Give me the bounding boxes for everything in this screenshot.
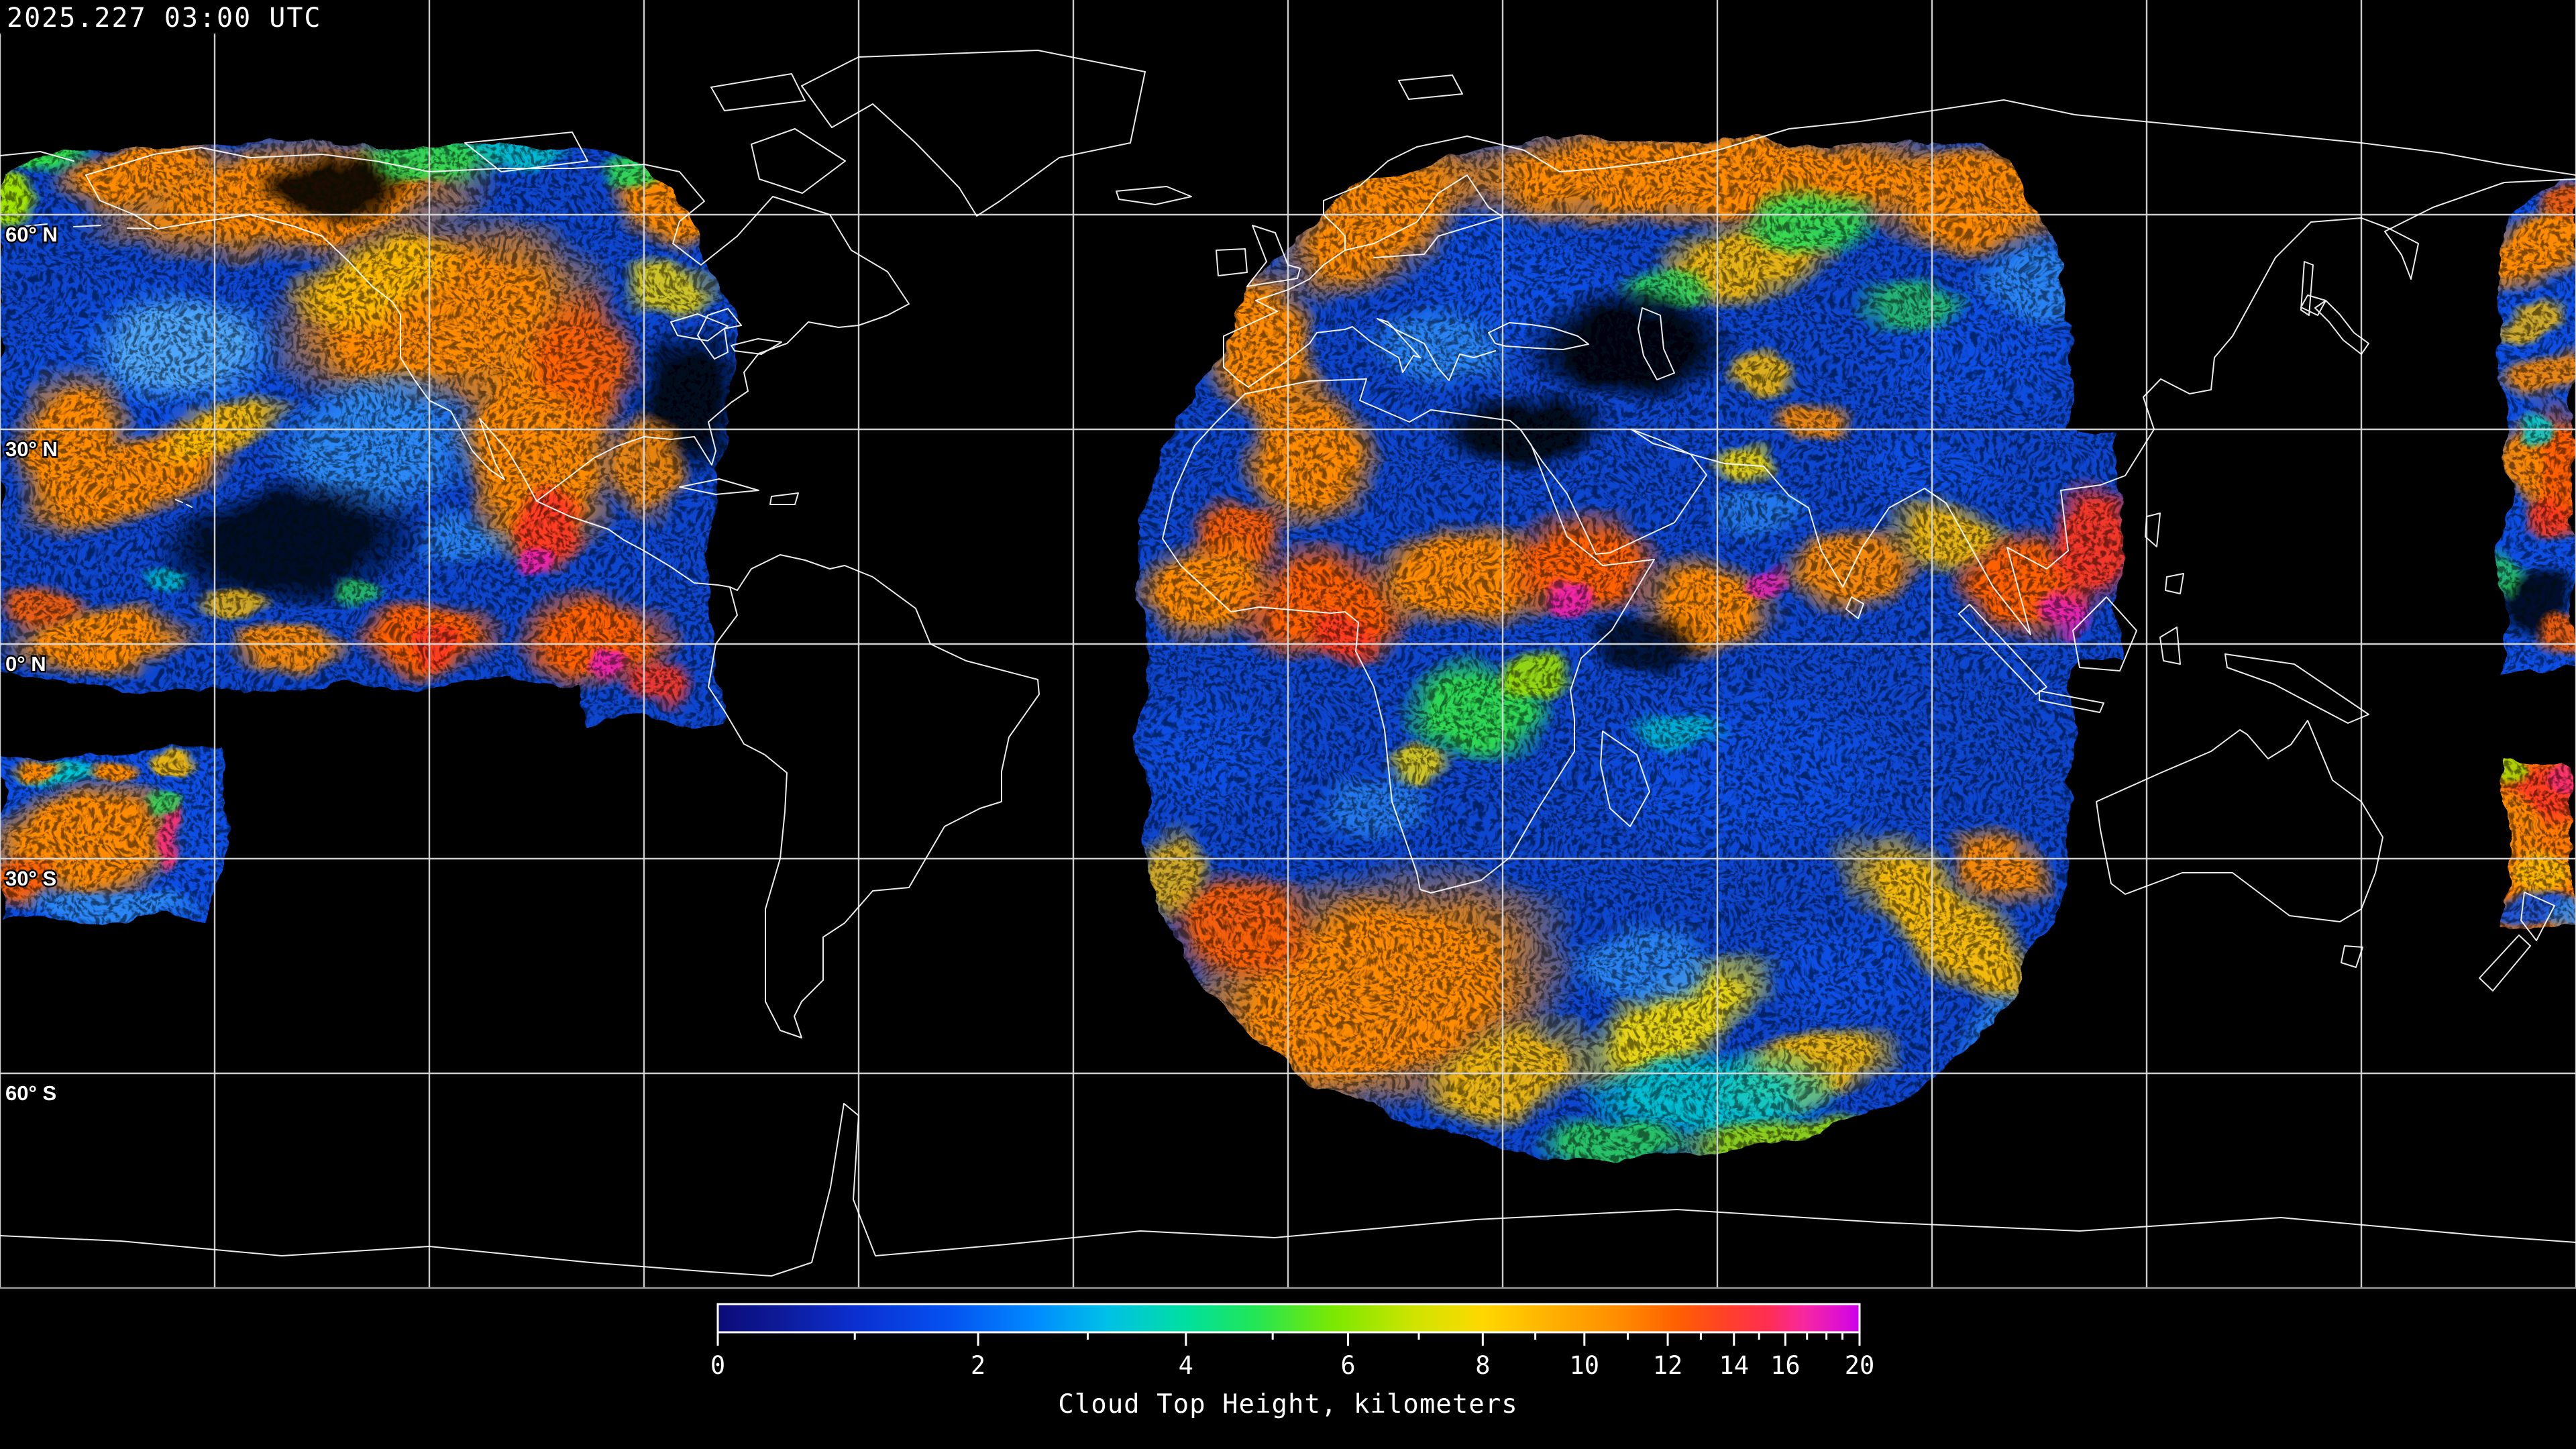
coastline (2145, 513, 2161, 547)
coastline (2341, 945, 2363, 968)
coastline (2165, 573, 2184, 594)
coastline (2300, 294, 2326, 316)
coastline (85, 174, 1040, 1038)
latitude-label: 30° S (5, 867, 56, 890)
colorbar-tick-label: 8 (1475, 1351, 1490, 1380)
coastline (1845, 596, 1864, 619)
coastline (670, 313, 729, 341)
latitude-label: 0° N (5, 652, 46, 676)
colorbar-tick-label: 4 (1179, 1351, 1193, 1380)
colorbar-tick-label: 6 (1340, 1351, 1355, 1380)
coastline (1216, 248, 1248, 276)
coastline (73, 225, 101, 227)
coastline (186, 504, 193, 508)
colorbar-tick-label: 16 (1770, 1351, 1801, 1380)
coastline (2300, 261, 2314, 316)
clear-sky-speckle (0, 749, 228, 921)
coastline (801, 50, 1146, 217)
clear-sky-speckle (1142, 142, 2121, 1157)
coastline (731, 338, 782, 355)
coastline (1398, 74, 1463, 100)
colorbar-tick-label: 20 (1845, 1351, 1875, 1380)
colorbar-ticks (716, 1332, 1861, 1346)
cloud-swath-west-pacific-strip (2504, 174, 2576, 671)
colorbar: 0 2 4 6 8 10 12 14 16 20 Cloud Top Height, kilome… (710, 1303, 1874, 1419)
clear-sky-speckle (2504, 763, 2576, 931)
latitude-label: 60° S (5, 1081, 56, 1105)
colorbar-tick-labels: 0 2 4 6 8 10 12 14 16 20 (710, 1351, 1874, 1380)
clear-sky-speckle (0, 145, 735, 723)
coastline (1344, 174, 1503, 258)
colorbar-tick-label: 12 (1653, 1351, 1683, 1380)
coastline (127, 227, 152, 229)
coastlines-layer (0, 50, 2576, 1277)
coastline (1600, 731, 1650, 827)
coastline (697, 308, 742, 360)
coastline (1638, 307, 1675, 380)
coastline (710, 73, 806, 111)
timestamp-label: 2025.227 03:00 UTC (7, 3, 321, 34)
colorbar-tick-label: 10 (1570, 1351, 1600, 1380)
coastline (2520, 892, 2555, 941)
coastline (1958, 604, 2047, 695)
coastline (679, 478, 759, 495)
graticule-layer (0, 0, 2576, 1289)
coastline (2224, 653, 2369, 724)
coastline (1223, 311, 1496, 388)
coastline (0, 151, 74, 162)
colorbar-tick-label: 2 (971, 1351, 985, 1380)
coastline (1488, 322, 1589, 350)
coastline (19, 223, 48, 227)
coastline (85, 147, 910, 502)
colorbar-tick-label: 0 (710, 1351, 725, 1380)
clear-sky-speckle (2504, 174, 2576, 671)
coastline (175, 499, 183, 503)
coastline (1255, 99, 2576, 312)
coastline (1520, 178, 2576, 635)
latitude-labels: 60° N 30° N 0° N 30° S 60° S (4, 221, 60, 1107)
coastline (769, 492, 799, 505)
coastline (0, 1103, 2576, 1277)
colorbar-bar (716, 1303, 1861, 1334)
coastline (2096, 720, 2383, 922)
cloud-swath-north-pacific (0, 145, 735, 723)
coastline (751, 128, 846, 194)
coastline (2159, 627, 2181, 665)
coastline (2039, 690, 2104, 713)
coastline (2072, 596, 2137, 672)
latitude-label: 60° N (5, 223, 58, 246)
colorbar-title: Cloud Top Height, kilometers (1058, 1389, 1517, 1419)
cloud-swath-south-pacific-patch (0, 749, 228, 921)
coastline (1116, 186, 1192, 205)
coastline (1162, 378, 1655, 894)
colorbar-tick-label: 14 (1719, 1351, 1749, 1380)
coastline (1246, 225, 1301, 287)
coastline (464, 131, 588, 172)
coastline (2479, 934, 2531, 991)
timestamp-backing (0, 0, 290, 34)
cloud-swath-tasman-patch (2504, 763, 2576, 931)
latitude-label: 30° N (5, 437, 58, 461)
